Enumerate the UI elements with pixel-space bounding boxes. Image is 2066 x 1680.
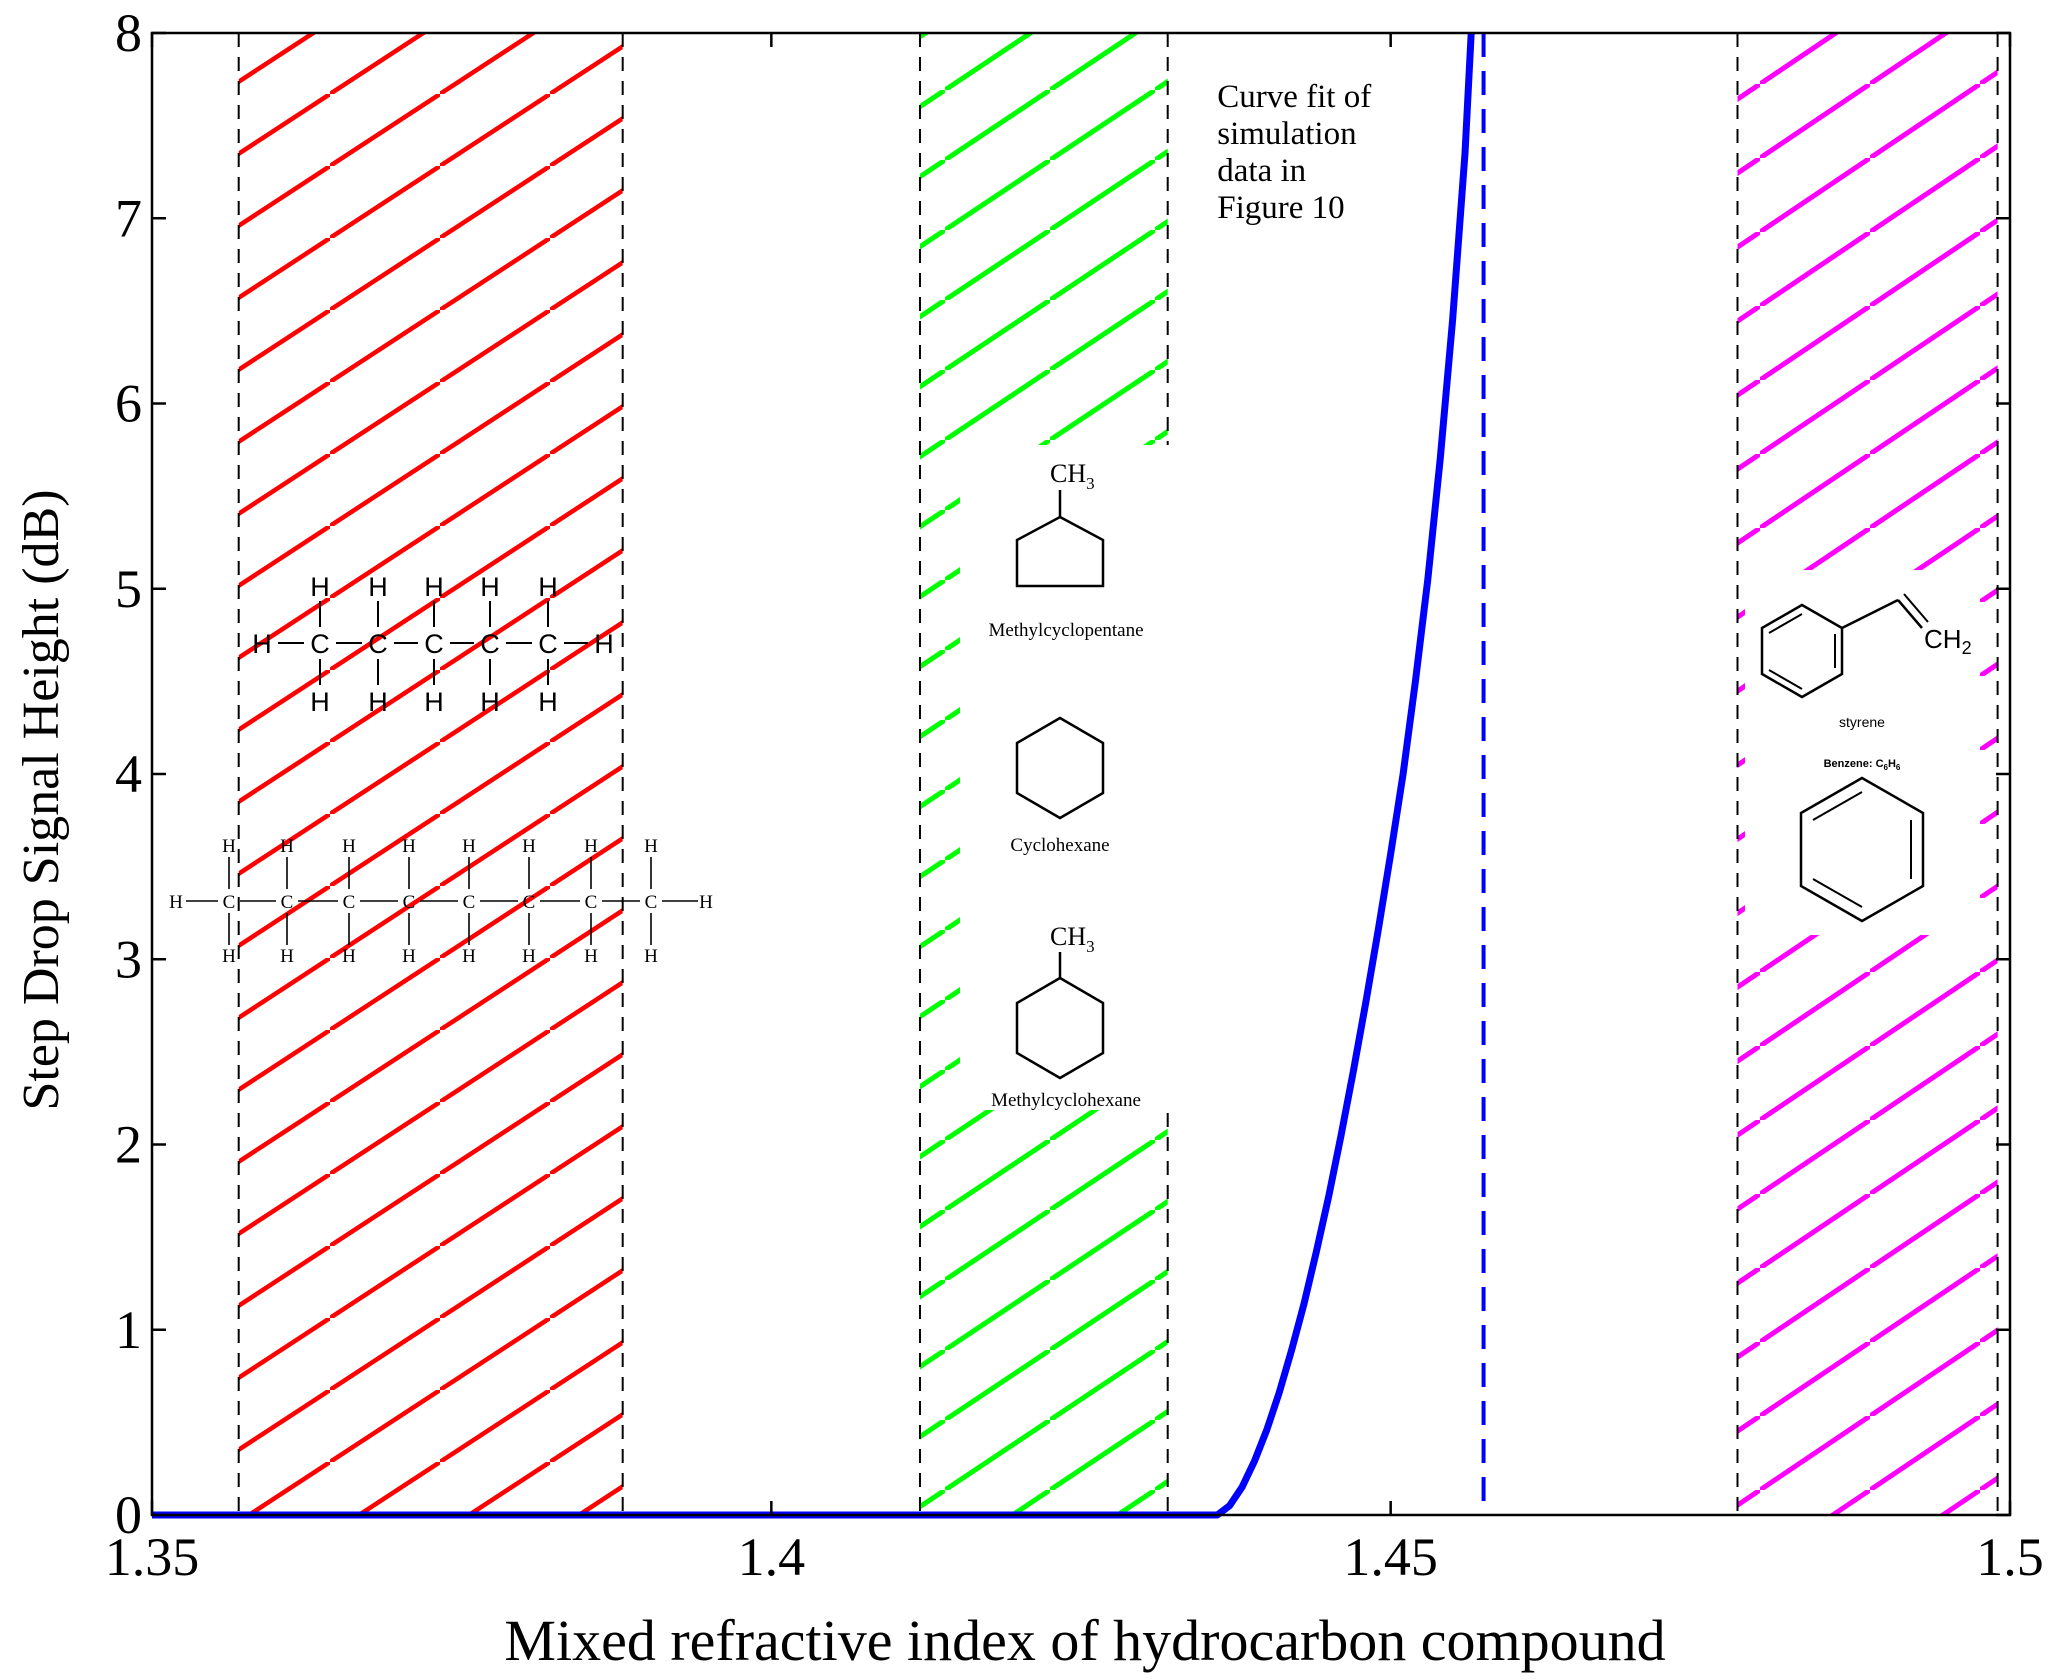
x-tick-label: 1.45	[1343, 1527, 1438, 1587]
pentane-atom: C	[310, 629, 330, 659]
pentane-atom: H	[480, 687, 500, 717]
vinyl-bond	[1841, 598, 1899, 630]
octane-atom: H	[402, 946, 416, 967]
octane-atom: H	[462, 836, 476, 857]
methyl-group: CH3	[1050, 922, 1095, 956]
cycloalkane-inset-background	[960, 445, 1172, 1110]
curve-fit-annotation: Curve fit of simulation data in Figure 10	[1217, 79, 1371, 226]
octane-atom: C	[645, 892, 658, 913]
pentane-atom: H	[538, 572, 558, 602]
octane-atom: H	[522, 836, 536, 857]
methylene-group: CH2	[1924, 624, 1972, 658]
octane-atom: C	[223, 892, 236, 913]
benzene-structure: Benzene: C6H6	[1799, 758, 1925, 923]
octane-atom: H	[644, 836, 658, 857]
octane-atom: H	[644, 946, 658, 967]
y-tick-label: 8	[115, 3, 142, 63]
pentane-structure: H C C C C C H H H H H H H H H H H	[252, 572, 614, 717]
annotation-line: Figure 10	[1217, 190, 1344, 226]
x-tick-label: 1.4	[738, 1527, 806, 1587]
pentane-atom: C	[480, 629, 500, 659]
pentane-atom: H	[424, 572, 444, 602]
octane-atom: H	[584, 946, 598, 967]
curve-fit-series-line	[152, 32, 1475, 1519]
cyclohexane-label: Cyclohexane	[1010, 835, 1109, 856]
pentane-atom: H	[310, 687, 330, 717]
pentane-atom: H	[424, 687, 444, 717]
octane-atom: C	[281, 892, 294, 913]
methylcyclohexane-structure: CH3 Methylcyclohexane	[991, 922, 1141, 1111]
axes: 1.35 1.4 1.45 1.5 0 1 2 3 4 5 6 7 8	[105, 3, 2044, 1587]
y-tick-label: 4	[115, 744, 142, 804]
y-axis-label: Step Drop Signal Height (dB)	[13, 489, 70, 1110]
pentane-atom: H	[594, 629, 614, 659]
octane-structure: H C C C C C C C C H H H H H H H H H H H …	[169, 836, 713, 967]
octane-atom: H	[699, 892, 713, 913]
octane-atom: H	[342, 836, 356, 857]
x-axis-label: Mixed refractive index of hydrocarbon co…	[504, 1608, 1665, 1673]
octane-atom: H	[280, 946, 294, 967]
styrene-structure: CH2 styrene	[1760, 593, 1972, 730]
y-tick-label: 1	[115, 1300, 142, 1360]
cyclohexane-structure: Cyclohexane	[1010, 716, 1110, 856]
methylcyclopentane-structure: CH3 Methylcyclopentane	[988, 459, 1143, 641]
benzene-ring	[1799, 776, 1925, 923]
pentane-atom: H	[252, 629, 272, 659]
octane-atom: H	[169, 892, 183, 913]
y-tick-label: 0	[115, 1485, 142, 1545]
pentane-atom: C	[538, 629, 558, 659]
octane-atom: H	[342, 946, 356, 967]
methyl-group: CH3	[1050, 459, 1095, 493]
y-tick-label: 2	[115, 1115, 142, 1175]
octane-atom: C	[403, 892, 416, 913]
octane-atom: C	[523, 892, 536, 913]
x-tick-label: 1.35	[105, 1527, 200, 1587]
annotation-line: simulation	[1217, 116, 1356, 152]
y-tick-label: 7	[115, 188, 142, 248]
pentane-atom: C	[424, 629, 444, 659]
cyclopentane-ring	[1015, 515, 1105, 588]
methylcyclohexane-label: Methylcyclohexane	[991, 1090, 1141, 1111]
pentane-atom: H	[368, 572, 388, 602]
octane-atom: H	[522, 946, 536, 967]
vinyl-double-bond	[1897, 599, 1923, 629]
pentane-atom: H	[368, 687, 388, 717]
pentane-atom: C	[368, 629, 388, 659]
pentane-atom: H	[310, 572, 330, 602]
octane-atom: H	[222, 836, 236, 857]
pentane-atom: H	[538, 687, 558, 717]
annotation-line: Curve fit of	[1217, 79, 1371, 115]
pentane-atom: H	[480, 572, 500, 602]
aromatic-inset-background	[1745, 570, 1980, 935]
octane-atom: H	[222, 946, 236, 967]
octane-atom: C	[463, 892, 476, 913]
octane-atom: H	[402, 836, 416, 857]
cyclohexane-ring	[1015, 716, 1105, 820]
annotation-line: data in	[1217, 153, 1306, 189]
octane-atom: C	[585, 892, 598, 913]
y-tick-label: 5	[115, 559, 142, 619]
octane-atom: H	[280, 836, 294, 857]
octane-atom: H	[584, 836, 598, 857]
octane-atom: H	[462, 946, 476, 967]
styrene-label: styrene	[1839, 714, 1885, 730]
alkane-band	[238, 33, 623, 1515]
methylcyclopentane-label: Methylcyclopentane	[988, 620, 1143, 641]
methylcyclohexane-ring	[1015, 976, 1105, 1080]
y-tick-label: 6	[115, 374, 142, 434]
x-tick-label: 1.5	[1976, 1527, 2044, 1587]
benzene-label: Benzene: C6H6	[1824, 758, 1901, 772]
octane-atom: C	[343, 892, 356, 913]
y-tick-label: 3	[115, 929, 142, 989]
